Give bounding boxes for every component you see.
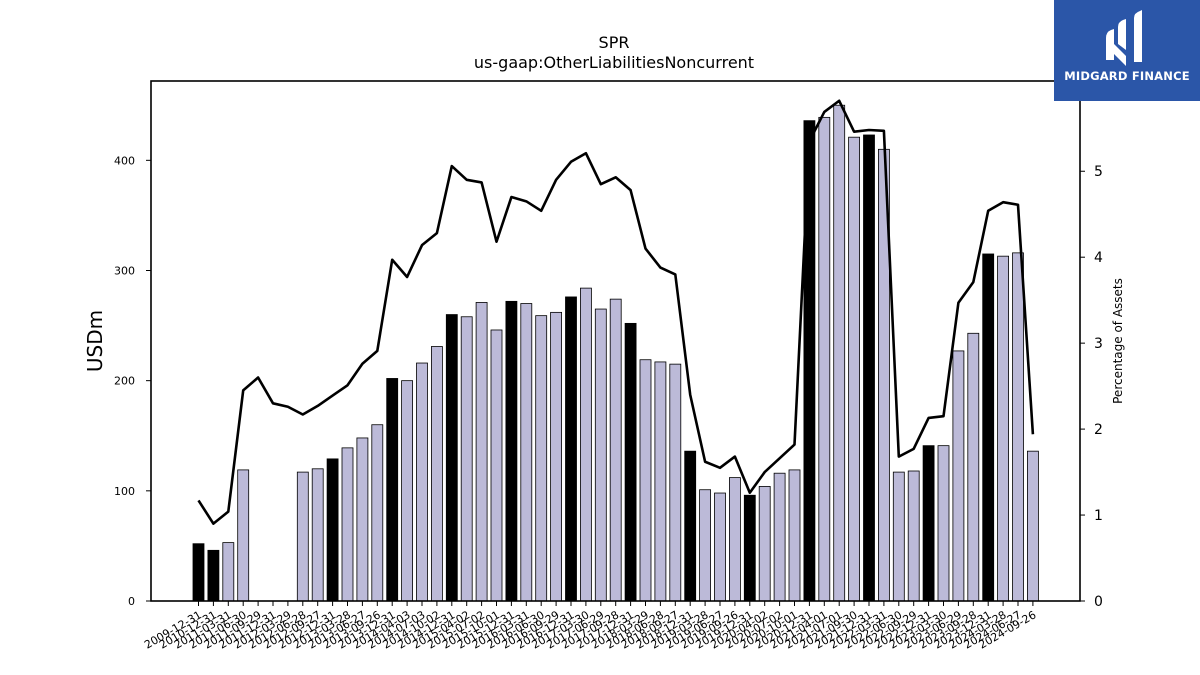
y2-tick-label: 0 [1094,594,1103,610]
bar [580,287,592,602]
bar [833,104,846,602]
bar [550,311,562,602]
bar [907,470,920,602]
bar [788,469,801,602]
bar [341,447,354,602]
bar [699,489,711,602]
bar [609,298,622,602]
y-tick-label: 100 [114,485,135,498]
bar [1027,450,1039,602]
y2-tick-label: 3 [1094,336,1103,352]
y2-tick-label: 1 [1094,508,1103,524]
y-axis-label: USDm [83,310,107,372]
bar [475,302,488,602]
bar [371,424,384,602]
bar [952,350,965,602]
bar [714,492,726,602]
bar [207,549,220,602]
bar [192,543,205,602]
y2-axis-label: Percentage of Assets [1111,278,1125,404]
bar [848,136,860,602]
y-tick-label: 300 [114,264,135,277]
y-tick-label: 200 [114,375,135,388]
brand-logo: MIDGARD FINANCE [1054,0,1200,101]
bar [729,477,741,602]
bar [967,332,980,602]
bar-series [192,104,1039,602]
bar [818,116,831,602]
bar [997,255,1009,602]
bar [922,445,935,602]
bar [565,296,577,602]
line-series [197,99,1035,525]
bar [639,359,652,602]
left-axis: 0 100 200 300 400 [114,154,151,608]
bar [535,315,548,602]
logo-text: MIDGARD FINANCE [1064,69,1190,83]
bar [505,300,518,602]
y2-tick-label: 4 [1094,250,1103,266]
bar [743,494,756,602]
bar [326,458,339,602]
y2-tick-label: 2 [1094,422,1103,438]
x-axis: 2009-12-312010-12-312011-03-312011-06-30… [142,601,1038,652]
bar [401,380,414,602]
bar [520,303,533,602]
bar [803,120,816,602]
bar [684,450,697,602]
bar [892,471,905,602]
percentage-line [197,99,1035,525]
bar [490,329,503,602]
bar [594,308,607,602]
bar [669,363,682,602]
bar [863,134,875,602]
bar [222,542,235,602]
bar [296,471,309,602]
bar [758,486,771,602]
bar [416,362,428,602]
bar [773,472,786,602]
bar [237,469,250,602]
bar [430,346,443,602]
y-tick-label: 400 [114,154,135,167]
bar [1012,252,1024,602]
y-tick-label: 0 [128,595,135,608]
y2-tick-label: 5 [1094,164,1103,180]
chart-subtitle: us-gaap:OtherLiabilitiesNoncurrent [474,53,754,72]
chart-title: SPR [599,33,630,52]
bar [445,314,458,602]
right-axis: 0 1 2 3 4 5 [1080,164,1103,610]
logo-mark-icon [1106,10,1142,66]
bar [386,378,399,602]
bar [311,468,324,602]
bar [982,253,995,602]
bar [654,361,667,602]
bar [624,322,637,602]
bar [460,316,473,602]
bar [937,445,950,602]
bar [356,437,369,602]
